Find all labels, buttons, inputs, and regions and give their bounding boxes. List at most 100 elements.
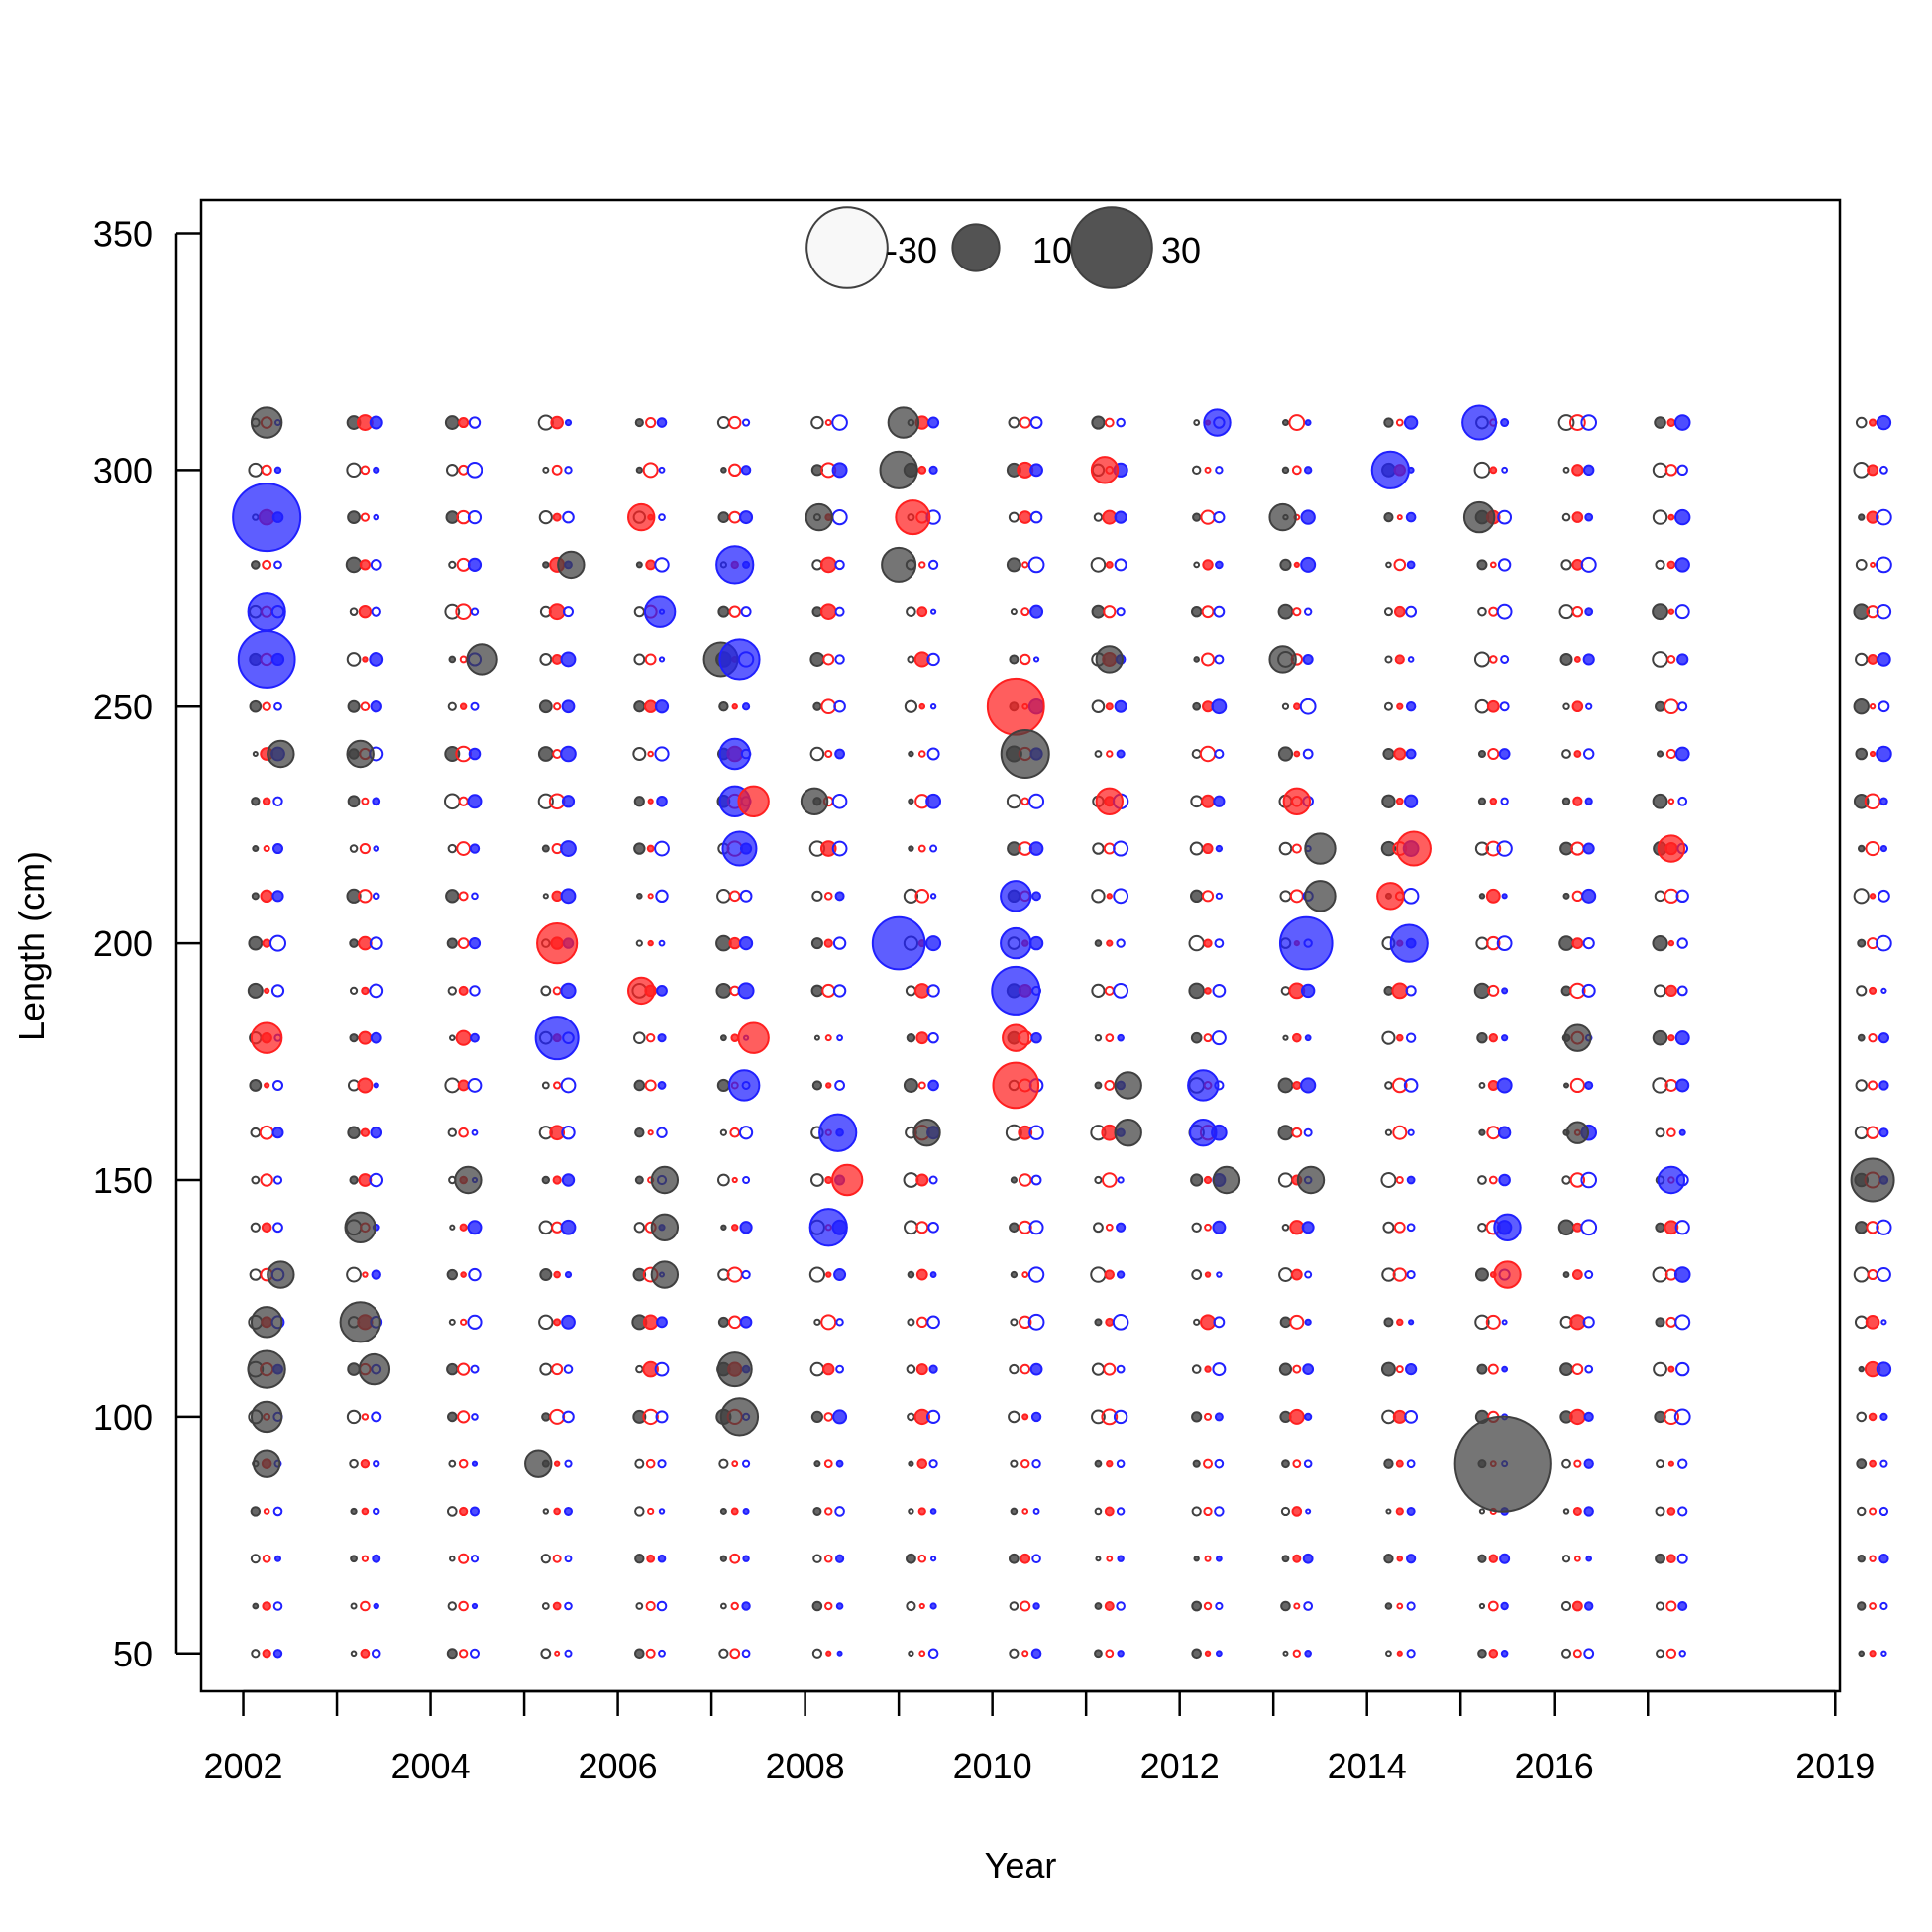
bubble-point — [370, 700, 382, 713]
bubble-point — [1867, 1269, 1878, 1281]
bubble-point — [1383, 701, 1393, 711]
bubble-point — [358, 935, 373, 951]
bubble-point — [1855, 416, 1868, 429]
bubble-point — [928, 1175, 938, 1185]
bubble-point — [1393, 605, 1406, 618]
bubble-point — [831, 840, 848, 857]
bubble-point — [272, 1601, 283, 1611]
bubble-point — [926, 984, 940, 998]
bubble-point — [1213, 605, 1226, 618]
bubble-point — [1281, 702, 1290, 710]
bubble-point — [1583, 1648, 1595, 1660]
bubble-point — [553, 1318, 562, 1327]
bubble-point — [881, 546, 917, 583]
bubble-point — [635, 1364, 644, 1374]
bubble-point — [1094, 1175, 1103, 1185]
bubble-point — [345, 556, 363, 574]
bubble-point — [1020, 1600, 1031, 1612]
bubble-point — [468, 747, 482, 761]
bubble-point — [1020, 1458, 1030, 1469]
bubble-point — [741, 1269, 751, 1280]
bubble-point — [741, 418, 751, 427]
bubble-point — [737, 982, 755, 1000]
bubble-point — [552, 512, 562, 522]
bubble-point — [557, 550, 586, 580]
bubble-point — [1476, 1363, 1488, 1375]
bubble-point — [371, 606, 381, 617]
bubble-point — [731, 703, 738, 710]
bubble-point — [1116, 1507, 1126, 1516]
bubble-point — [986, 677, 1045, 736]
bubble-point — [716, 1173, 730, 1187]
bubble-point — [1562, 1508, 1570, 1515]
bubble-point — [1652, 1266, 1668, 1283]
bubble-point — [552, 1601, 562, 1611]
bubble-point — [1215, 892, 1223, 900]
bubble-point — [1880, 1650, 1887, 1657]
bubble-point — [737, 785, 770, 817]
bubble-point — [1478, 1128, 1486, 1136]
bubble-point — [1870, 561, 1877, 568]
bubble-point — [654, 557, 670, 573]
x-tick-label: 2016 — [1515, 1746, 1594, 1786]
bubble-point — [560, 1077, 577, 1094]
bubble-point — [1204, 1223, 1212, 1232]
bubble-point — [830, 1163, 864, 1197]
bubble-point — [564, 1459, 573, 1468]
bubble-point — [553, 1081, 562, 1090]
bubble-point — [1395, 1365, 1404, 1374]
bubble-point — [564, 1555, 573, 1563]
bubble-point — [1404, 1409, 1419, 1424]
bubble-point — [716, 416, 730, 430]
bubble-point — [1858, 1365, 1865, 1373]
bubble-point — [251, 1175, 261, 1185]
bubble-point — [1395, 418, 1404, 427]
bubble-point — [1188, 934, 1205, 952]
bubble-point — [1391, 982, 1409, 1000]
bubble-point — [1876, 1361, 1892, 1377]
bubble-point — [1652, 1077, 1668, 1094]
bubble-point — [834, 891, 845, 902]
bubble-point — [1664, 698, 1679, 715]
bubble-point — [459, 702, 468, 710]
bubble-point — [1380, 1361, 1396, 1377]
bubble-point — [1500, 797, 1509, 805]
bubble-point — [552, 749, 563, 759]
bubble-point — [1268, 502, 1297, 532]
bubble-point — [1582, 842, 1595, 855]
bubble-point — [642, 1408, 659, 1426]
bubble-point — [918, 561, 926, 569]
bubble-point — [1117, 1555, 1125, 1562]
y-axis: 50 100 150 200 250 300 350 — [93, 213, 201, 1674]
bubble-point — [1676, 985, 1688, 997]
bubble-point — [1853, 698, 1870, 715]
bubble-point — [1191, 1222, 1202, 1233]
bubble-point — [928, 1364, 938, 1374]
bubble-point — [1002, 1023, 1030, 1052]
bubble-point — [658, 1508, 666, 1515]
bubble-point — [349, 986, 359, 995]
bubble-point — [1405, 1363, 1418, 1376]
bubble-point — [1573, 750, 1582, 758]
bubble-point — [823, 1554, 833, 1563]
bubble-point — [542, 561, 550, 569]
bubble-point — [250, 1554, 261, 1564]
bubble-point — [1677, 796, 1688, 806]
bubble-point — [915, 1221, 929, 1234]
bubble-point — [267, 739, 295, 769]
bubble-point — [1281, 1555, 1290, 1563]
bubble-point — [456, 557, 471, 572]
bubble-point — [1396, 702, 1404, 710]
bubble-point — [1383, 985, 1394, 996]
bubble-point — [469, 1506, 480, 1517]
bubble-point — [647, 750, 654, 758]
bubble-point — [1879, 1601, 1888, 1611]
bubble-point — [805, 502, 833, 532]
bubble-point — [1677, 701, 1688, 712]
bubble-point — [1392, 1409, 1407, 1424]
bubble-point — [361, 797, 370, 805]
bubble-point — [1488, 1032, 1498, 1043]
bubble-point — [1303, 1601, 1314, 1611]
bubble-point — [1573, 1555, 1581, 1562]
bubble-point — [1461, 404, 1498, 441]
